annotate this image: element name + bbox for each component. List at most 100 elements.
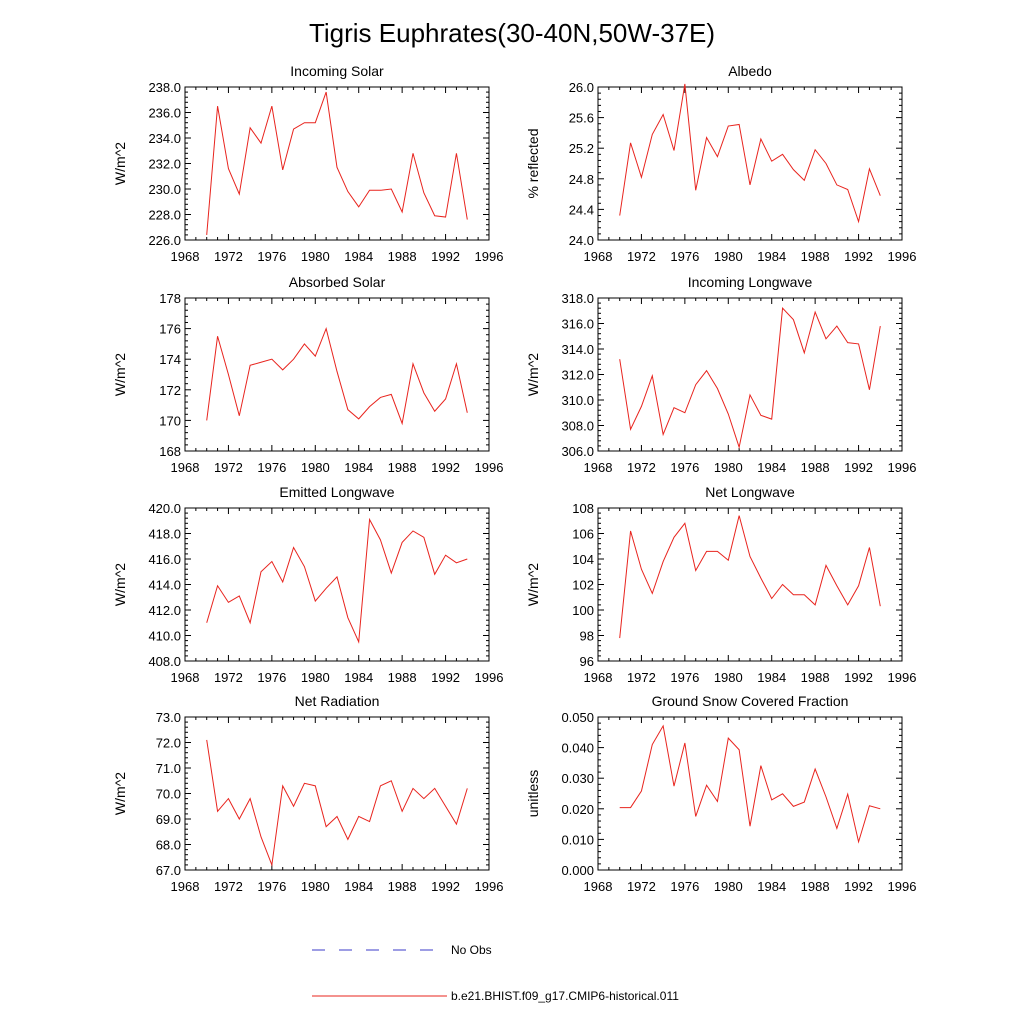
x-tick-label: 1992 bbox=[431, 460, 460, 475]
panel-4: Incoming Longwave 1968 1972 1976 1980 1984 198… bbox=[525, 274, 916, 475]
x-tick-label: 1968 bbox=[171, 879, 200, 894]
x-tick-label: 1968 bbox=[171, 249, 200, 264]
x-tick-label: 1988 bbox=[801, 460, 830, 475]
x-tick-label: 1988 bbox=[388, 670, 417, 685]
figure-title: Tigris Euphrates(30-40N,50W-37E) bbox=[309, 18, 715, 48]
y-axis-label: W/m^2 bbox=[112, 563, 128, 606]
x-tick-label: 1972 bbox=[627, 670, 656, 685]
series-line bbox=[619, 515, 881, 639]
y-tick-label: 230.0 bbox=[148, 182, 181, 197]
x-tick-label: 1968 bbox=[584, 249, 613, 264]
x-tick-label: 1996 bbox=[888, 249, 917, 264]
panel-title: Emitted Longwave bbox=[279, 484, 394, 500]
y-axis-label: % reflected bbox=[525, 128, 541, 198]
y-tick-label: 414.0 bbox=[148, 578, 181, 593]
x-tick-label: 1968 bbox=[584, 670, 613, 685]
panels: Incoming Solar 1968 1972 1976 1980 1984 1988 19… bbox=[112, 63, 916, 894]
y-tick-label: 416.0 bbox=[148, 552, 181, 567]
x-tick-label: 1992 bbox=[431, 879, 460, 894]
x-tick-label: 1996 bbox=[475, 249, 504, 264]
panel-title: Net Longwave bbox=[705, 484, 795, 500]
x-tick-label: 1984 bbox=[344, 249, 373, 264]
y-tick-label: 420.0 bbox=[148, 501, 181, 516]
x-tick-label: 1980 bbox=[301, 249, 330, 264]
y-tick-label: 98 bbox=[580, 629, 594, 644]
x-tick-label: 1972 bbox=[214, 670, 243, 685]
y-tick-label: 178 bbox=[159, 291, 181, 306]
x-tick-label: 1968 bbox=[171, 670, 200, 685]
x-tick-label: 1980 bbox=[714, 249, 743, 264]
legend: No Obs b.e21.BHIST.f09_g17.CMIP6-histori… bbox=[312, 943, 679, 1003]
x-tick-label: 1992 bbox=[844, 879, 873, 894]
y-tick-label: 172 bbox=[159, 383, 181, 398]
x-tick-label: 1984 bbox=[344, 670, 373, 685]
y-tick-label: 72.0 bbox=[156, 736, 181, 751]
y-tick-label: 24.0 bbox=[569, 233, 594, 248]
y-tick-label: 0.040 bbox=[561, 741, 594, 756]
x-tick-label: 1992 bbox=[844, 460, 873, 475]
x-tick-label: 1972 bbox=[214, 249, 243, 264]
x-tick-label: 1972 bbox=[627, 879, 656, 894]
x-tick-label: 1988 bbox=[388, 249, 417, 264]
x-tick-label: 1996 bbox=[475, 460, 504, 475]
x-tick-label: 1996 bbox=[475, 879, 504, 894]
y-tick-label: 168 bbox=[159, 444, 181, 459]
y-tick-label: 316.0 bbox=[561, 317, 594, 332]
x-tick-label: 1976 bbox=[670, 249, 699, 264]
y-axis-label: W/m^2 bbox=[112, 772, 128, 815]
y-tick-label: 306.0 bbox=[561, 444, 594, 459]
series-line bbox=[206, 517, 468, 644]
x-tick-label: 1980 bbox=[714, 460, 743, 475]
x-tick-label: 1980 bbox=[301, 460, 330, 475]
y-tick-label: 170 bbox=[159, 413, 181, 428]
legend-obs-label: No Obs bbox=[451, 943, 492, 957]
y-tick-label: 25.2 bbox=[569, 141, 594, 156]
panel-8: Ground Snow Covered Fraction 1968 1972 1976… bbox=[525, 693, 916, 894]
y-tick-label: 25.6 bbox=[569, 111, 594, 126]
x-tick-label: 1984 bbox=[757, 460, 786, 475]
x-tick-label: 1984 bbox=[344, 460, 373, 475]
x-tick-label: 1988 bbox=[388, 460, 417, 475]
x-tick-label: 1976 bbox=[670, 879, 699, 894]
y-tick-label: 70.0 bbox=[156, 787, 181, 802]
x-tick-label: 1984 bbox=[344, 879, 373, 894]
y-tick-label: 24.8 bbox=[569, 172, 594, 187]
y-tick-label: 69.0 bbox=[156, 812, 181, 827]
y-tick-label: 0.050 bbox=[561, 710, 594, 725]
panel-title: Albedo bbox=[728, 63, 772, 79]
x-tick-label: 1980 bbox=[714, 670, 743, 685]
y-tick-label: 232.0 bbox=[148, 157, 181, 172]
y-tick-label: 408.0 bbox=[148, 654, 181, 669]
x-tick-label: 1972 bbox=[627, 249, 656, 264]
x-tick-label: 1988 bbox=[801, 879, 830, 894]
y-tick-label: 236.0 bbox=[148, 106, 181, 121]
x-tick-label: 1976 bbox=[257, 460, 286, 475]
series-line bbox=[619, 83, 881, 224]
panel-1: Incoming Solar 1968 1972 1976 1980 1984 1988 19… bbox=[112, 63, 503, 264]
y-tick-label: 67.0 bbox=[156, 863, 181, 878]
y-tick-label: 0.030 bbox=[561, 771, 594, 786]
y-tick-label: 71.0 bbox=[156, 761, 181, 776]
y-tick-label: 100 bbox=[572, 603, 594, 618]
y-tick-label: 0.020 bbox=[561, 802, 594, 817]
panel-7: Net Radiation 1968 1972 1976 1980 1984 1988 199… bbox=[112, 693, 503, 894]
y-axis-label: W/m^2 bbox=[525, 353, 541, 396]
panel-title: Ground Snow Covered Fraction bbox=[652, 693, 849, 709]
y-tick-label: 176 bbox=[159, 322, 181, 337]
y-axis-label: unitless bbox=[525, 770, 541, 817]
x-tick-label: 1976 bbox=[670, 670, 699, 685]
y-tick-label: 228.0 bbox=[148, 208, 181, 223]
y-tick-label: 234.0 bbox=[148, 131, 181, 146]
x-tick-label: 1968 bbox=[584, 879, 613, 894]
y-tick-label: 106 bbox=[572, 527, 594, 542]
y-axis-label: W/m^2 bbox=[112, 142, 128, 185]
x-tick-label: 1980 bbox=[301, 879, 330, 894]
y-tick-label: 102 bbox=[572, 578, 594, 593]
y-tick-label: 310.0 bbox=[561, 393, 594, 408]
y-tick-label: 314.0 bbox=[561, 342, 594, 357]
legend-model-label: b.e21.BHIST.f09_g17.CMIP6-historical.011 bbox=[451, 989, 679, 1003]
x-tick-label: 1976 bbox=[257, 670, 286, 685]
x-tick-label: 1984 bbox=[757, 879, 786, 894]
